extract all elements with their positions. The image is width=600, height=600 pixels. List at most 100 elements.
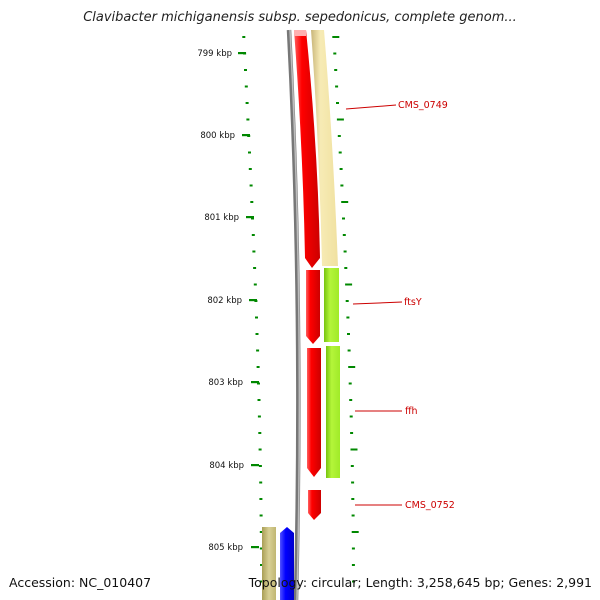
minor-tick	[259, 498, 263, 500]
minor-tick	[344, 267, 348, 269]
minor-tick	[258, 432, 262, 434]
topology-label: Topology: circular; Length: 3,258,645 bp…	[248, 575, 592, 590]
scale-label: 802 kbp	[207, 296, 242, 306]
minor-tick	[244, 69, 247, 71]
minor-tick	[259, 547, 263, 550]
minor-tick	[342, 234, 346, 236]
major-tick	[246, 216, 254, 219]
cds-feature-red-1[interactable]	[294, 30, 320, 268]
minor-tick	[250, 201, 254, 203]
minor-tick	[334, 69, 338, 71]
scale-805-kbp: 805 kbp	[208, 543, 259, 553]
minor-tick	[351, 481, 355, 484]
minor-tick	[257, 382, 260, 385]
cds-feature-red-2[interactable]	[306, 270, 320, 344]
minor-tick	[350, 432, 354, 434]
minor-tick	[258, 448, 262, 451]
minor-tick	[260, 564, 263, 566]
cds-feature-red-4[interactable]	[308, 490, 321, 520]
cds-feature-green-1[interactable]	[324, 268, 339, 342]
minor-tick	[336, 102, 339, 104]
scale-799-kbp: 799 kbp	[197, 49, 246, 59]
minor-tick	[347, 333, 350, 335]
minor-tick	[256, 366, 260, 368]
minor-tick	[351, 531, 359, 533]
minor-tick	[259, 531, 263, 533]
inner-scale-ticks	[242, 36, 263, 583]
major-tick	[238, 52, 246, 55]
minor-tick	[258, 465, 262, 467]
map-title: Clavibacter michiganensis subsp. sepedon…	[83, 10, 517, 25]
gene-label-cms-0749[interactable]: CMS_0749	[345, 100, 448, 111]
minor-tick	[346, 316, 350, 319]
scale-label: 804 kbp	[209, 461, 244, 471]
minor-tick	[338, 151, 342, 154]
scale-label: 805 kbp	[208, 543, 243, 553]
minor-tick	[259, 514, 263, 517]
minor-tick	[252, 250, 256, 253]
scale-label: 803 kbp	[208, 378, 243, 388]
minor-tick	[351, 514, 355, 517]
minor-tick	[348, 366, 356, 368]
minor-tick	[248, 151, 251, 154]
minor-tick	[335, 85, 339, 88]
minor-tick	[349, 415, 353, 418]
minor-tick	[343, 250, 347, 253]
minor-tick	[245, 102, 249, 104]
scale-802-kbp: 802 kbp	[207, 296, 257, 306]
minor-tick	[345, 283, 353, 286]
minor-tick	[251, 234, 255, 236]
minor-tick	[333, 52, 337, 55]
minor-tick	[336, 118, 344, 121]
scale-800-kbp: 800 kbp	[200, 131, 250, 141]
cds-feature-pink-top	[294, 30, 306, 36]
minor-tick	[351, 547, 355, 550]
minor-tick	[260, 580, 263, 583]
gene-label-text: CMS_0749	[398, 100, 448, 111]
minor-tick	[246, 118, 250, 121]
minor-tick	[342, 217, 345, 220]
cds-feature-red-3[interactable]	[307, 348, 321, 477]
minor-tick	[244, 85, 248, 88]
scale-801-kbp: 801 kbp	[204, 213, 254, 223]
genome-backbone-highlight	[289, 29, 301, 600]
major-tick	[249, 299, 257, 302]
minor-tick	[349, 399, 353, 401]
scale-label: 799 kbp	[197, 49, 232, 59]
gene-label-text: ffh	[405, 406, 418, 417]
cds-feature-olive[interactable]	[262, 527, 276, 600]
accession-label: Accession: NC_010407	[9, 575, 152, 590]
outer-scale-ticks	[332, 36, 359, 583]
cds-feature-tan[interactable]	[311, 30, 338, 266]
minor-tick	[348, 382, 352, 385]
minor-tick	[351, 498, 355, 500]
minor-tick	[253, 267, 257, 269]
minor-tick	[340, 184, 344, 187]
gene-label-ftsy[interactable]: ftsY	[352, 297, 422, 308]
scale-804-kbp: 804 kbp	[209, 461, 259, 471]
minor-tick	[350, 448, 358, 451]
cds-feature-green-2[interactable]	[326, 346, 340, 478]
gene-label-ffh[interactable]: ffh	[355, 406, 418, 417]
genome-backbone	[286, 29, 301, 600]
minor-tick	[259, 481, 263, 484]
cds-feature-blue[interactable]	[280, 527, 294, 600]
minor-tick	[251, 217, 254, 220]
scale-label: 800 kbp	[200, 131, 235, 141]
major-tick	[242, 134, 250, 137]
minor-tick	[242, 36, 246, 38]
minor-tick	[350, 465, 354, 467]
minor-tick	[352, 580, 355, 583]
minor-tick	[257, 415, 261, 418]
minor-tick	[249, 184, 253, 187]
gene-label-text: ftsY	[404, 297, 422, 308]
label-leader-line	[352, 301, 403, 305]
major-tick	[251, 546, 259, 549]
minor-tick	[256, 349, 260, 352]
major-tick	[251, 464, 259, 467]
gene-label-cms-0752[interactable]: CMS_0752	[355, 500, 455, 511]
scale-label: 801 kbp	[204, 213, 239, 223]
minor-tick	[351, 564, 355, 566]
minor-tick	[339, 168, 343, 170]
